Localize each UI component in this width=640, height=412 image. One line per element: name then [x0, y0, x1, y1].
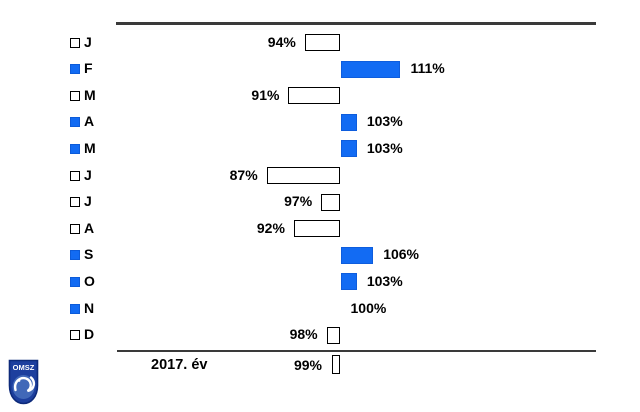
legend-square-above-average-icon: [70, 250, 80, 261]
legend-square-above-average-icon: [70, 303, 80, 314]
month-label: A: [84, 113, 95, 130]
legend-square-below-average-icon: [70, 170, 80, 181]
omsz-logo: OMSZ: [8, 359, 39, 405]
legend-square-above-average-icon: [70, 117, 80, 128]
value-label: 98%: [289, 326, 318, 343]
bar-M: [340, 140, 357, 158]
summary-separator-line: [117, 350, 596, 352]
bar-M: [288, 87, 341, 105]
legend-square-above-average-icon: [70, 64, 80, 75]
value-label: 94%: [267, 33, 296, 50]
legend-square-below-average-icon: [70, 37, 80, 48]
top-axis-line: [116, 22, 596, 25]
omsz-logo-shield: [8, 359, 39, 405]
bar-A: [293, 220, 341, 238]
month-label: D: [84, 326, 95, 343]
month-label: F: [84, 60, 93, 77]
month-label: J: [84, 193, 92, 210]
legend-square-below-average-icon: [70, 330, 80, 341]
omsz-logo-bird-eye: [17, 379, 21, 382]
value-label: 97%: [284, 193, 313, 210]
bar-S: [340, 246, 374, 264]
bar-D: [326, 326, 341, 344]
month-label: M: [84, 86, 96, 103]
month-label: J: [84, 33, 92, 50]
summary-value-label: 99%: [293, 357, 322, 373]
value-label: 103%: [366, 113, 403, 130]
month-label: M: [84, 139, 96, 156]
legend-square-below-average-icon: [70, 223, 80, 234]
value-label: 103%: [366, 272, 403, 289]
bar-O: [340, 273, 357, 291]
legend-square-above-average-icon: [70, 143, 80, 154]
summary-bar: [332, 355, 341, 374]
value-label: 100%: [350, 299, 387, 316]
summary-year-label: 2017. év: [151, 357, 208, 373]
bar-J: [321, 193, 341, 211]
omsz-logo-text: OMSZ: [13, 363, 35, 372]
value-label: 111%: [410, 60, 445, 77]
month-label: N: [84, 299, 95, 316]
month-label: A: [84, 219, 95, 236]
month-label: O: [84, 272, 95, 289]
bar-F: [340, 60, 401, 78]
bar-J: [304, 34, 341, 51]
month-label: J: [84, 166, 92, 183]
value-label: 92%: [256, 219, 285, 236]
month-label: S: [84, 246, 94, 263]
bar-A: [340, 113, 357, 131]
legend-square-below-average-icon: [70, 90, 80, 101]
value-label: 106%: [383, 246, 419, 263]
value-label: 103%: [366, 139, 403, 156]
legend-square-above-average-icon: [70, 276, 80, 287]
bar-J: [266, 167, 341, 184]
legend-square-below-average-icon: [70, 197, 80, 208]
value-label: 91%: [251, 86, 280, 103]
value-label: 87%: [229, 166, 258, 183]
